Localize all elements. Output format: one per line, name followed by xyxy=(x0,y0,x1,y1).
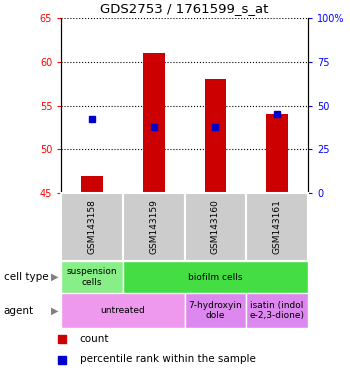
Bar xyxy=(61,293,185,328)
Bar xyxy=(81,175,103,193)
Text: ▶: ▶ xyxy=(50,306,58,316)
Text: agent: agent xyxy=(4,306,34,316)
Text: percentile rank within the sample: percentile rank within the sample xyxy=(80,354,256,364)
Text: biofilm cells: biofilm cells xyxy=(188,273,243,281)
Text: GSM143161: GSM143161 xyxy=(273,200,282,255)
Text: untreated: untreated xyxy=(100,306,145,315)
Text: 7-hydroxyin
dole: 7-hydroxyin dole xyxy=(189,301,242,320)
Bar xyxy=(246,293,308,328)
Text: isatin (indol
e-2,3-dione): isatin (indol e-2,3-dione) xyxy=(250,301,304,320)
Text: ▶: ▶ xyxy=(50,272,58,282)
Bar xyxy=(266,114,288,193)
Bar xyxy=(61,193,123,261)
Bar xyxy=(143,53,164,193)
Bar xyxy=(123,261,308,293)
Bar xyxy=(123,193,184,261)
Text: cell type: cell type xyxy=(4,272,48,282)
Bar xyxy=(205,79,226,193)
Text: GSM143159: GSM143159 xyxy=(149,200,158,255)
Title: GDS2753 / 1761599_s_at: GDS2753 / 1761599_s_at xyxy=(100,2,269,15)
Bar xyxy=(61,261,123,293)
Text: GSM143158: GSM143158 xyxy=(88,200,97,255)
Bar xyxy=(185,193,246,261)
Bar xyxy=(246,193,308,261)
Bar xyxy=(185,293,246,328)
Text: count: count xyxy=(80,333,109,344)
Text: GSM143160: GSM143160 xyxy=(211,200,220,255)
Text: suspension
cells: suspension cells xyxy=(67,267,117,287)
